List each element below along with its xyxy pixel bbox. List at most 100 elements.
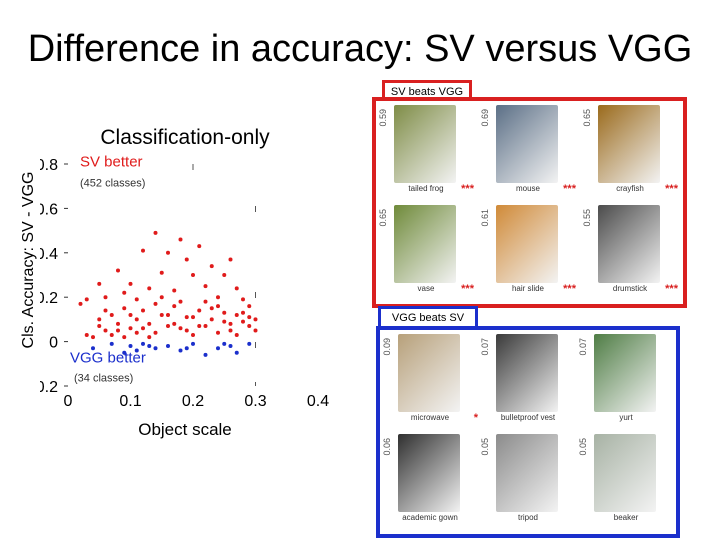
example-image-cell: 0.05 beaker xyxy=(576,430,676,530)
sv-better-point xyxy=(241,297,245,302)
sv-better-point xyxy=(172,304,177,309)
class-example-thumbnail xyxy=(496,334,558,412)
sv-better-point xyxy=(178,326,183,331)
example-image-cell: 0.65 crayfish *** xyxy=(580,101,680,201)
sv-better-point xyxy=(159,295,164,300)
sv-better-point xyxy=(241,319,245,324)
sv-better-point xyxy=(97,281,102,286)
vgg-better-point xyxy=(178,348,183,353)
sv-better-point xyxy=(109,312,114,317)
sv-better-point xyxy=(253,317,258,322)
chart-title: Classification-only xyxy=(100,126,270,149)
accuracy-score: 0.07 xyxy=(578,338,588,356)
sv-better-point xyxy=(191,315,195,320)
sv-better-point xyxy=(228,257,233,262)
vgg-better-point xyxy=(166,344,170,349)
sv-better-point xyxy=(159,312,164,317)
sv-better-point xyxy=(97,324,102,329)
sv-better-point xyxy=(197,244,202,249)
vgg-better-point xyxy=(184,346,189,351)
sv-better-point xyxy=(241,310,245,315)
sv-better-point xyxy=(147,335,152,340)
sv-better-point xyxy=(122,335,127,340)
accuracy-score: 0.06 xyxy=(382,438,392,456)
sv-better-point xyxy=(209,306,214,311)
vgg-better-point xyxy=(109,341,114,346)
significance-stars: *** xyxy=(461,183,474,195)
sv-better-point xyxy=(147,286,152,291)
sv-better-point xyxy=(222,310,227,315)
sv-better-point xyxy=(191,273,195,277)
y-tick-label: 0.8 xyxy=(40,157,58,174)
class-name: drumstick xyxy=(612,284,648,293)
sv-better-point xyxy=(178,237,183,242)
sv-better-point xyxy=(91,335,95,340)
example-image-cell: 0.61 hair slide *** xyxy=(478,201,578,301)
sv-better-point xyxy=(166,312,170,317)
sv-better-point xyxy=(191,332,195,337)
sv-better-annotation: SV better xyxy=(80,154,143,171)
sv-better-point xyxy=(153,230,158,235)
sv-better-point xyxy=(153,301,158,306)
accuracy-score: 0.55 xyxy=(582,209,592,227)
sv-better-point xyxy=(209,317,214,322)
sv-better-point xyxy=(247,324,252,329)
sv-beats-vgg-text: SV beats VGG xyxy=(390,86,464,98)
accuracy-score: 0.61 xyxy=(480,209,490,227)
class-example-thumbnail xyxy=(496,205,558,283)
sv-better-point xyxy=(228,321,233,326)
y-tick-label: 0 xyxy=(49,335,58,352)
example-image-cell: 0.07 yurt xyxy=(576,330,676,430)
class-name: hair slide xyxy=(511,284,544,293)
sv-better-point xyxy=(184,315,189,320)
class-name: tailed frog xyxy=(408,184,444,193)
sv-better-point xyxy=(222,273,227,277)
sv-better-point xyxy=(197,308,202,313)
x-tick-label: 0.2 xyxy=(182,393,204,410)
class-example-thumbnail xyxy=(594,434,656,512)
example-image-cell: 0.69 mouse *** xyxy=(478,101,578,201)
sv-better-point xyxy=(147,321,152,326)
sv-better-point xyxy=(216,304,220,309)
sv-beats-vgg-panel: 0.59 tailed frog *** 0.69 mouse *** 0.65 crayfi… xyxy=(372,97,687,308)
accuracy-score: 0.07 xyxy=(480,338,490,356)
sv-better-point xyxy=(222,319,227,324)
class-example-thumbnail xyxy=(598,105,660,183)
sv-better-point xyxy=(197,324,202,329)
vgg-count-annotation: (34 classes) xyxy=(74,373,133,385)
vgg-better-point xyxy=(247,341,252,346)
sv-better-point xyxy=(184,328,189,333)
x-tick-label: 0 xyxy=(64,393,73,410)
sv-better-point xyxy=(116,321,120,326)
sv-better-point xyxy=(97,317,102,322)
x-tick-label: 0.3 xyxy=(244,393,266,410)
y-tick-label: 0.4 xyxy=(40,246,58,263)
sv-better-point xyxy=(134,317,139,322)
accuracy-score: 0.05 xyxy=(480,438,490,456)
class-name: vase xyxy=(417,284,435,293)
sv-better-point xyxy=(172,321,177,326)
sv-better-point xyxy=(203,324,208,329)
class-name: crayfish xyxy=(616,184,644,193)
class-example-thumbnail xyxy=(496,434,558,512)
class-name: tripod xyxy=(517,513,538,522)
sv-better-point xyxy=(247,315,252,320)
sv-count-annotation: (452 classes) xyxy=(80,178,145,190)
vgg-better-point xyxy=(234,350,239,355)
example-image-cell: 0.59 tailed frog *** xyxy=(376,101,476,201)
vgg-better-point xyxy=(128,344,133,349)
sv-better-point xyxy=(228,328,233,333)
sv-better-point xyxy=(216,330,220,335)
accuracy-score: 0.69 xyxy=(480,109,490,127)
sv-better-point xyxy=(84,297,89,302)
class-name: mouse xyxy=(515,184,540,193)
sv-better-point xyxy=(178,299,183,304)
sv-better-point xyxy=(203,284,208,289)
sv-better-point xyxy=(78,301,83,306)
vgg-better-point xyxy=(228,344,233,349)
sv-better-point xyxy=(234,332,239,337)
sv-better-point xyxy=(134,330,139,335)
accuracy-score: 0.65 xyxy=(582,109,592,127)
class-example-thumbnail xyxy=(394,205,456,283)
significance-stars: *** xyxy=(665,183,678,195)
